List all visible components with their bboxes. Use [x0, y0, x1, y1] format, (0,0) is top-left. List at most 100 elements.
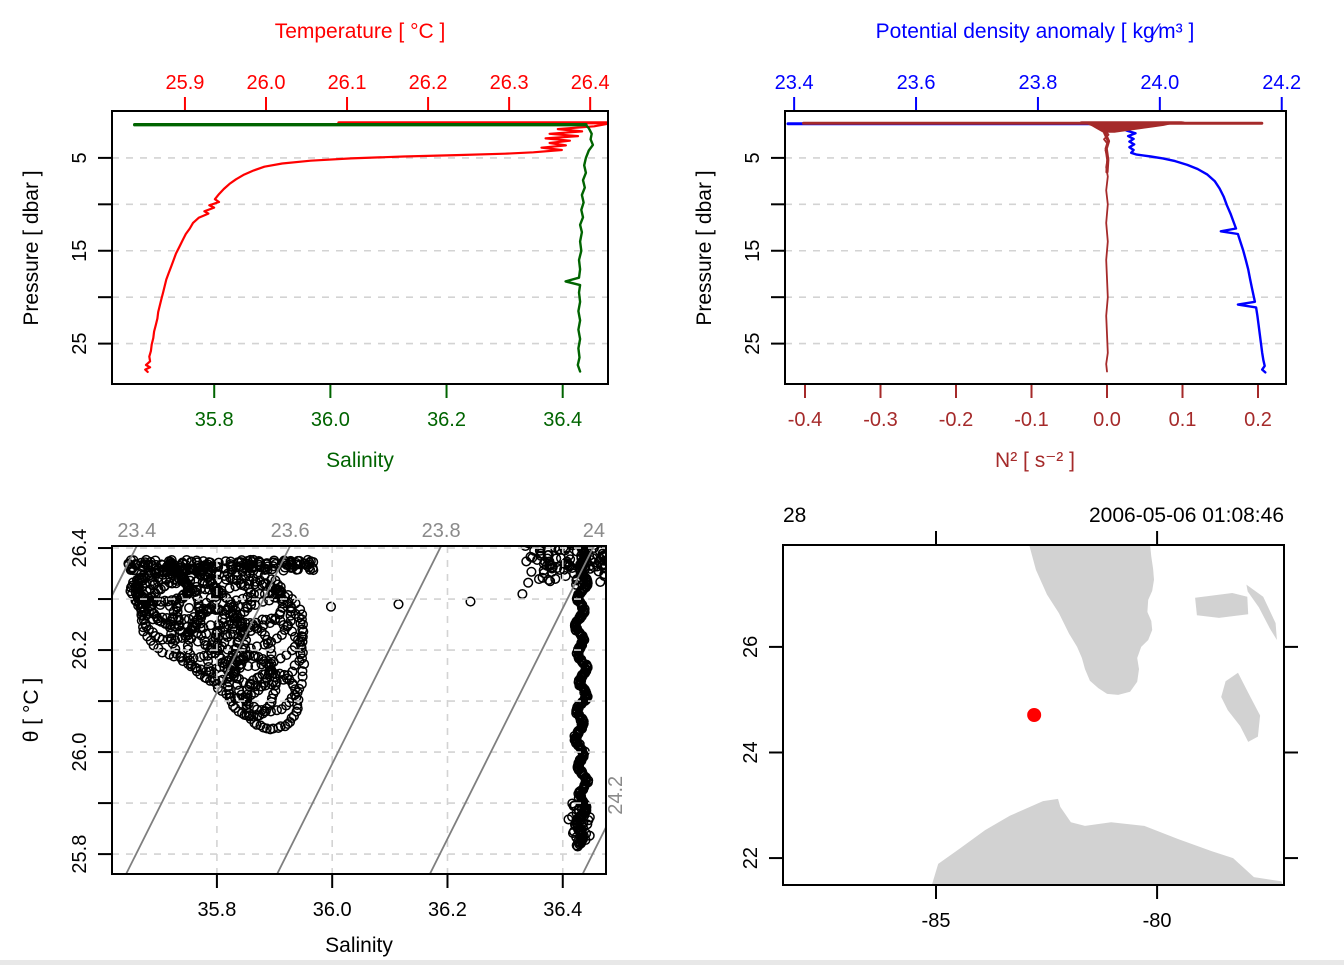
ts-data-point: [275, 615, 286, 626]
panel-density-n2-profile: 23.4 23.6 23.8 24.0 24.2 -0.4 -0.3 -0.2 -0.1 0.0 0…: [742, 72, 1301, 431]
ts-data-point: [184, 602, 195, 613]
tick-label: 0.0: [1093, 409, 1121, 431]
ts-data-point: [523, 577, 534, 588]
ts-data-point: [568, 800, 579, 812]
ts-data-point: [560, 571, 571, 582]
ts-data-point: [269, 592, 280, 603]
n2-axis-title: N² [ s⁻² ]: [995, 449, 1075, 472]
ts-data-point: [196, 630, 207, 641]
ts-data-point: [236, 555, 247, 566]
ts-data-point: [250, 661, 261, 672]
ts-data-point: [259, 564, 270, 575]
ts-data-point: [171, 578, 182, 589]
ts-data-point: [268, 561, 279, 572]
tick-label: 36.4: [543, 409, 582, 431]
tick-label: -0.2: [939, 409, 973, 431]
ts-data-point: [295, 618, 306, 629]
ts-data-point: [172, 602, 183, 613]
tick-label: 24.2: [1262, 72, 1301, 94]
ts-data-point: [170, 643, 181, 655]
tick-label: 23.6: [271, 520, 310, 542]
ts-data-point: [599, 569, 606, 580]
tick-label: 25: [742, 332, 764, 354]
ts-data-point: [284, 674, 295, 686]
plot-area: [112, 546, 606, 874]
ts-data-point: [590, 546, 601, 550]
ts-data-point: [545, 576, 556, 587]
ts-data-point: [185, 649, 196, 660]
tick-label: 26.0: [69, 733, 91, 772]
ts-data-point: [526, 566, 537, 577]
tick-label: -85: [922, 910, 951, 932]
ts-data-point: [171, 601, 182, 612]
ts-data-point: [185, 586, 196, 597]
tick-label: 0.1: [1169, 409, 1197, 431]
ts-data-point: [539, 546, 548, 548]
temperature-profile: [144, 122, 608, 373]
ts-data-point: [538, 568, 549, 579]
ts-data-point: [200, 584, 211, 595]
tick-label: 25: [69, 332, 91, 354]
ts-data-point: [242, 591, 253, 602]
ts-data-point: [223, 602, 234, 613]
ts-data-point: [166, 565, 178, 576]
ts-data-point: [136, 615, 147, 626]
ts-data-point: [164, 622, 176, 633]
ts-data-point: [289, 631, 301, 642]
ts-data-point: [595, 576, 606, 587]
ts-data-point: [257, 596, 268, 607]
pressure-axis-title-left: Pressure [ dbar ]: [20, 170, 43, 325]
ts-data-point: [179, 564, 190, 575]
ts-data-point: [204, 666, 215, 677]
ts-data-point: [260, 614, 271, 625]
density-axis-title: Potential density anomaly [ kg∕m³ ]: [876, 20, 1195, 43]
ts-data-point: [273, 722, 284, 733]
ts-data-point: [544, 556, 555, 567]
tick-label: 23.6: [897, 72, 936, 94]
ts-data-point: [140, 600, 152, 611]
ts-data-point: [297, 671, 308, 682]
ts-data-point: [177, 656, 188, 667]
tick-label: 25.8: [69, 835, 91, 874]
ts-data-point: [225, 629, 236, 640]
tick-label: 26: [740, 636, 762, 658]
tick-label: 26.4: [571, 72, 610, 94]
ts-data-point: [249, 579, 260, 590]
ts-data-point: [543, 574, 554, 585]
ts-data-point: [546, 562, 557, 574]
ts-data-point: [185, 625, 196, 636]
ts-data-point: [147, 598, 158, 610]
land-florida: [1029, 545, 1154, 695]
ts-data-point: [297, 624, 308, 635]
ts-data-point: [162, 619, 173, 630]
tick-label: 26.0: [247, 72, 286, 94]
tick-label: 24.0: [1140, 72, 1179, 94]
ts-data-point: [157, 647, 168, 658]
ts-data-point: [191, 666, 202, 677]
ts-data-point: [296, 640, 307, 651]
ts-data-point: [255, 720, 266, 731]
ts-data-point: [465, 596, 476, 607]
ts-data-point: [125, 564, 136, 575]
station-location-marker: [1027, 708, 1042, 722]
tick-label: 5: [742, 152, 764, 163]
ts-data-point: [168, 651, 179, 662]
ts-data-point: [131, 559, 142, 570]
ts-data-point: [576, 817, 587, 828]
ts-data-point: [302, 554, 313, 565]
ts-data-point: [191, 555, 202, 566]
ts-data-point: [286, 692, 297, 704]
station-date-label: 2006-05-06 01:08:46: [1089, 504, 1284, 527]
ts-data-point: [225, 556, 236, 567]
salinity-profile: [564, 123, 595, 373]
ts-data-point: [580, 834, 591, 846]
ts-data-point: [253, 557, 265, 568]
tick-label: 15: [742, 240, 764, 262]
ts-data-point: [230, 581, 241, 592]
land-cuba: [931, 798, 1283, 885]
ts-data-point: [220, 563, 231, 574]
ts-data-point: [275, 721, 286, 732]
tick-label: -80: [1143, 910, 1172, 932]
ts-data-point: [521, 556, 532, 567]
tick-label: 26.4: [69, 529, 91, 568]
